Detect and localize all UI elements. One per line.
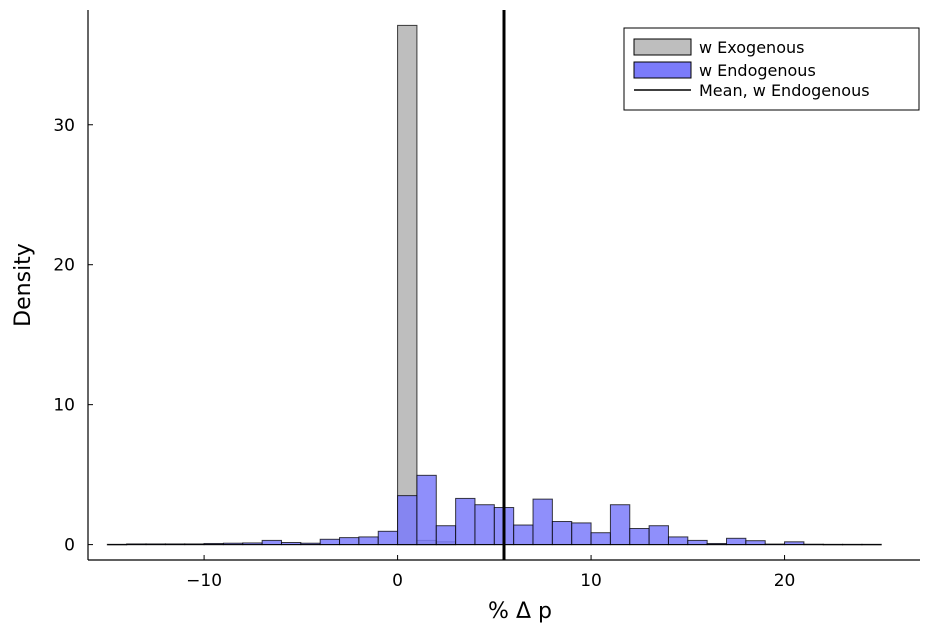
endogenous-bar (416, 474, 437, 546)
x-tick-label: 0 (392, 571, 403, 591)
endogenous-bar (667, 536, 689, 546)
x-tick-label: 20 (774, 571, 796, 591)
x-tick-label: 10 (580, 571, 602, 591)
endogenous-bars (106, 474, 882, 546)
endogenous-bar (571, 522, 592, 546)
legend-label-mean: Mean, w Endogenous (699, 81, 870, 100)
endogenous-bar (435, 525, 457, 546)
x-tick-label: −10 (186, 571, 222, 591)
legend-label-exogenous: w Exogenous (699, 38, 804, 57)
endogenous-bar (474, 504, 495, 546)
endogenous-bar (590, 532, 611, 546)
legend: w Exogenous w Endogenous Mean, w Endogen… (623, 27, 920, 111)
endogenous-bar (377, 530, 399, 546)
y-axis-label: Density (11, 243, 36, 327)
y-tick-label: 10 (53, 396, 75, 416)
legend-label-endogenous: w Endogenous (699, 61, 816, 80)
endogenous-bar (745, 540, 766, 546)
endogenous-bar (629, 528, 650, 546)
endogenous-bar (648, 525, 669, 546)
x-axis-label: % Δ p (488, 599, 552, 624)
endogenous-bar (358, 536, 379, 546)
y-tick-label: 20 (53, 256, 75, 276)
endogenous-bar (397, 495, 418, 546)
exogenous-bar (397, 24, 418, 546)
endogenous-bar (339, 537, 360, 546)
y-ticks: 0 10 20 30 (53, 116, 93, 556)
endogenous-bar (726, 537, 747, 546)
endogenous-bar (319, 538, 341, 546)
endogenous-bar (455, 497, 476, 546)
x-ticks: −10 0 10 20 (186, 555, 795, 591)
endogenous-bar (261, 539, 282, 546)
y-tick-label: 0 (64, 536, 75, 556)
exogenous-bars (397, 24, 457, 546)
y-tick-label: 30 (53, 116, 75, 136)
endogenous-bar (513, 524, 534, 546)
legend-swatch-exogenous (633, 38, 692, 56)
legend-swatch-endogenous (633, 61, 692, 79)
endogenous-bar (532, 498, 553, 546)
endogenous-bar (687, 539, 708, 546)
endogenous-bar (609, 504, 631, 546)
endogenous-bar (551, 521, 573, 546)
